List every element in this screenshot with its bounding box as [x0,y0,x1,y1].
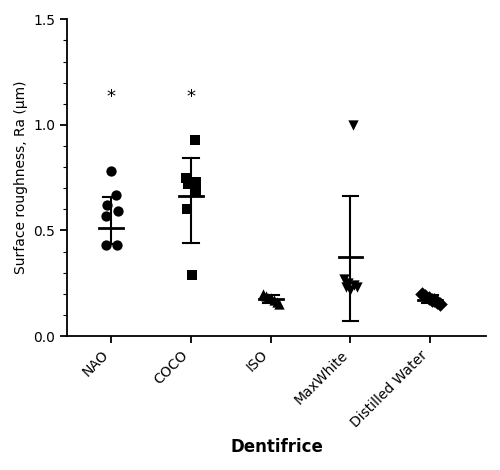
Point [182,174,190,181]
Point [340,275,348,283]
Point [344,280,352,287]
Point [430,297,438,304]
Point [264,294,272,302]
Point [102,242,110,249]
Point [346,286,354,293]
Point [191,136,199,143]
Point [262,292,270,300]
Point [342,284,350,291]
Point [102,212,110,219]
Point [192,189,200,196]
Point [428,297,436,304]
Point [268,294,276,302]
Point [349,121,357,129]
Text: *: * [186,88,196,106]
Point [353,284,361,291]
Point [192,178,200,186]
Text: *: * [106,88,116,106]
Y-axis label: Surface roughness, Ra (μm): Surface roughness, Ra (μm) [14,81,28,274]
Point [258,290,266,298]
Point [270,297,278,304]
Point [112,242,120,249]
X-axis label: Dentifrice: Dentifrice [230,438,323,456]
Point [436,301,444,308]
Point [432,298,440,306]
Point [107,168,115,175]
Point [103,202,111,209]
Point [188,271,196,279]
Point [183,205,191,213]
Point [418,290,426,298]
Point [114,208,122,215]
Point [184,180,192,188]
Point [422,292,430,300]
Point [424,294,432,302]
Point [273,298,281,306]
Point [112,191,120,198]
Point [276,301,283,308]
Point [350,282,358,289]
